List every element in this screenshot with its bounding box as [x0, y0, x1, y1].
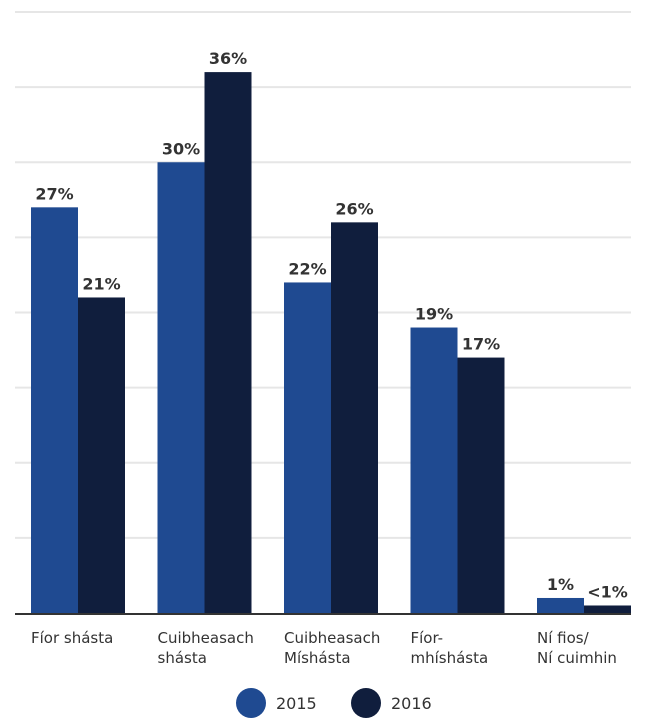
- legend: 2015 2016: [236, 688, 432, 718]
- category-label-line: Fíor shásta: [31, 629, 113, 647]
- category-label-2: Cuibheasach Míshásta: [284, 629, 380, 667]
- category-label-line: Cuibheasach: [158, 629, 254, 647]
- category-label-line: mhíshásta: [411, 649, 489, 667]
- bar-2015-2: [284, 282, 331, 613]
- data-label-2016-3: 17%: [462, 335, 500, 354]
- data-label-2015-3: 19%: [415, 305, 453, 324]
- category-label-line: Ní cuimhin: [537, 649, 617, 667]
- data-label-2016-2: 26%: [335, 199, 373, 218]
- data-label-2015-1: 30%: [162, 139, 200, 158]
- legend-marker-2015: [236, 688, 266, 718]
- category-label-line: Míshásta: [284, 649, 351, 667]
- bar-2015-1: [157, 162, 205, 613]
- bar-2016-2: [331, 222, 378, 613]
- category-label-line: shásta: [158, 649, 207, 667]
- category-label-4: Ní fios/Ní cuimhin: [537, 629, 617, 667]
- data-label-2015-2: 22%: [288, 259, 326, 278]
- bar-2015-3: [410, 327, 458, 613]
- legend-marker-2016: [351, 688, 381, 718]
- category-label-line: Ní fios/: [537, 629, 590, 647]
- bar-2016-0: [78, 297, 125, 613]
- value-labels: 27% 21% 30% 36% 22% 26% 19% 17% 1% <1%: [35, 49, 627, 601]
- data-label-2015-4: 1%: [547, 575, 574, 594]
- bar-2015-4: [537, 597, 584, 613]
- legend-label-2015: 2015: [276, 694, 317, 713]
- legend-label-2016: 2016: [391, 694, 432, 713]
- category-label-3: Fíor-mhíshásta: [411, 629, 489, 667]
- data-label-2016-0: 21%: [82, 274, 120, 293]
- bar-2015-0: [31, 207, 78, 613]
- category-label-line: Fíor-: [411, 629, 444, 647]
- data-label-2015-0: 27%: [35, 184, 73, 203]
- bars: [31, 72, 631, 614]
- bar-2016-1: [204, 72, 252, 614]
- category-labels: Fíor shásta Cuibheasach shásta Cuibheasach M…: [31, 629, 617, 667]
- bar-2016-3: [457, 357, 505, 613]
- bar-2016-4: [584, 605, 631, 613]
- data-label-2016-4: <1%: [587, 582, 628, 601]
- category-label-line: Cuibheasach: [284, 629, 380, 647]
- category-label-1: Cuibheasach shásta: [158, 629, 254, 667]
- category-label-0: Fíor shásta: [31, 629, 113, 647]
- data-label-2016-1: 36%: [209, 49, 247, 68]
